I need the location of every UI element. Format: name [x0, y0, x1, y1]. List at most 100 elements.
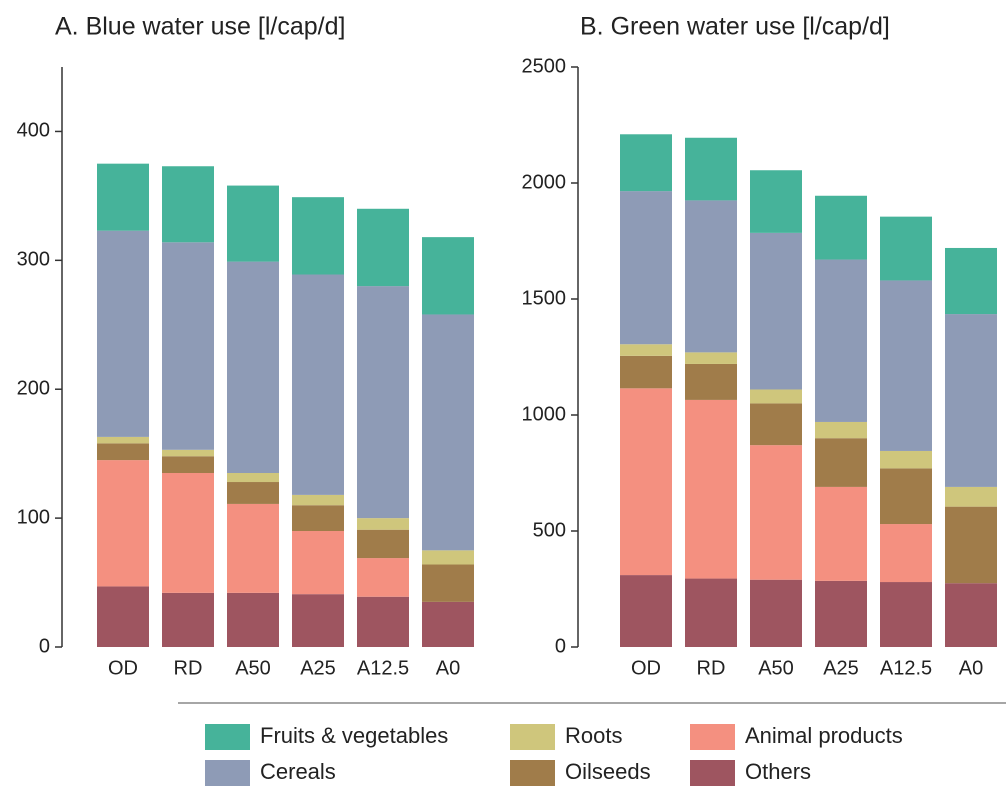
bar-segment — [357, 596, 409, 647]
bar-segment — [227, 261, 279, 473]
bar-segment — [422, 314, 474, 551]
legend-label: Fruits & vegetables — [260, 723, 448, 748]
legend-label: Animal products — [745, 723, 903, 748]
bar-segment — [292, 197, 344, 275]
x-tick-label: OD — [631, 657, 661, 679]
bar-segment — [97, 443, 149, 461]
bar-segment — [620, 191, 672, 345]
bar-segment — [880, 582, 932, 647]
x-tick-label: A12.5 — [880, 657, 932, 679]
bar-segment — [422, 564, 474, 602]
x-tick-label: A25 — [300, 657, 336, 679]
bar-segment — [227, 592, 279, 647]
y-tick-label: 0 — [555, 635, 566, 657]
x-tick-label: A0 — [436, 657, 460, 679]
bar-segment — [97, 460, 149, 587]
bar-segment — [422, 237, 474, 315]
y-tick-label: 300 — [17, 249, 50, 271]
legend-swatch — [205, 760, 250, 786]
y-tick-label: 100 — [17, 506, 50, 528]
bar-segment — [292, 505, 344, 531]
bar-segment — [880, 450, 932, 469]
legend-swatch — [690, 760, 735, 786]
bar-segment — [162, 592, 214, 647]
bar-segment — [357, 529, 409, 559]
bar-segment — [815, 438, 867, 487]
bar-segment — [685, 363, 737, 400]
bar-segment — [620, 134, 672, 192]
bar-segment — [620, 344, 672, 356]
y-tick-label: 2500 — [522, 55, 567, 77]
bar-segment — [357, 558, 409, 597]
bar-segment — [750, 389, 802, 404]
bar-segment — [750, 232, 802, 390]
bar-segment — [880, 468, 932, 525]
bar-segment — [880, 524, 932, 583]
bar-segment — [750, 579, 802, 647]
bar-segment — [815, 259, 867, 422]
bar-segment — [422, 601, 474, 647]
legend-label: Cereals — [260, 759, 336, 784]
bar-segment — [422, 550, 474, 565]
bar-segment — [750, 170, 802, 233]
bar-segment — [162, 473, 214, 593]
bar-segment — [227, 482, 279, 504]
bar-segment — [685, 200, 737, 353]
legend-swatch — [205, 724, 250, 750]
y-tick-label: 1000 — [522, 403, 567, 425]
bar-segment — [162, 166, 214, 243]
bar-segment — [292, 494, 344, 506]
bar-segment — [227, 503, 279, 593]
bar-segment — [685, 578, 737, 647]
bar-segment — [162, 456, 214, 473]
bar-segment — [620, 575, 672, 647]
bar-segment — [750, 403, 802, 446]
bar-segment — [292, 531, 344, 595]
bar-segment — [97, 163, 149, 231]
bar-segment — [97, 586, 149, 647]
chart-title: A. Blue water use [l/cap/d] — [55, 13, 345, 41]
legend-label: Roots — [565, 723, 622, 748]
x-tick-label: A25 — [823, 657, 859, 679]
y-tick-label: 2000 — [522, 171, 567, 193]
x-tick-label: A50 — [235, 657, 271, 679]
x-tick-label: RD — [697, 657, 726, 679]
bar-segment — [750, 445, 802, 580]
x-tick-label: A0 — [959, 657, 983, 679]
y-tick-label: 200 — [17, 378, 50, 400]
y-tick-label: 400 — [17, 120, 50, 142]
bar-segment — [945, 583, 997, 647]
legend-swatch — [690, 724, 735, 750]
bar-segment — [162, 449, 214, 457]
y-tick-label: 0 — [39, 635, 50, 657]
bar-segment — [620, 355, 672, 389]
bar-segment — [815, 195, 867, 260]
bar-segment — [357, 208, 409, 287]
bar-segment — [292, 274, 344, 495]
bar-segment — [945, 314, 997, 487]
bar-segment — [292, 594, 344, 647]
bar-segment — [880, 280, 932, 451]
bar-segment — [815, 580, 867, 647]
bar-segment — [945, 506, 997, 584]
legend-swatch — [510, 724, 555, 750]
x-tick-label: RD — [174, 657, 203, 679]
x-tick-label: A50 — [758, 657, 794, 679]
x-tick-label: OD — [108, 657, 138, 679]
bar-segment — [815, 421, 867, 439]
legend-swatch — [510, 760, 555, 786]
bar-segment — [945, 486, 997, 507]
bar-segment — [815, 486, 867, 581]
bar-segment — [357, 518, 409, 530]
legend-label: Oilseeds — [565, 759, 651, 784]
legend-label: Others — [745, 759, 811, 784]
y-tick-label: 500 — [533, 519, 566, 541]
bar-segment — [945, 247, 997, 315]
bar-segment — [97, 436, 149, 444]
bar-segment — [357, 286, 409, 519]
bar-segment — [162, 242, 214, 450]
bar-segment — [880, 216, 932, 281]
bar-segment — [685, 137, 737, 201]
chart-title: B. Green water use [l/cap/d] — [580, 13, 890, 41]
